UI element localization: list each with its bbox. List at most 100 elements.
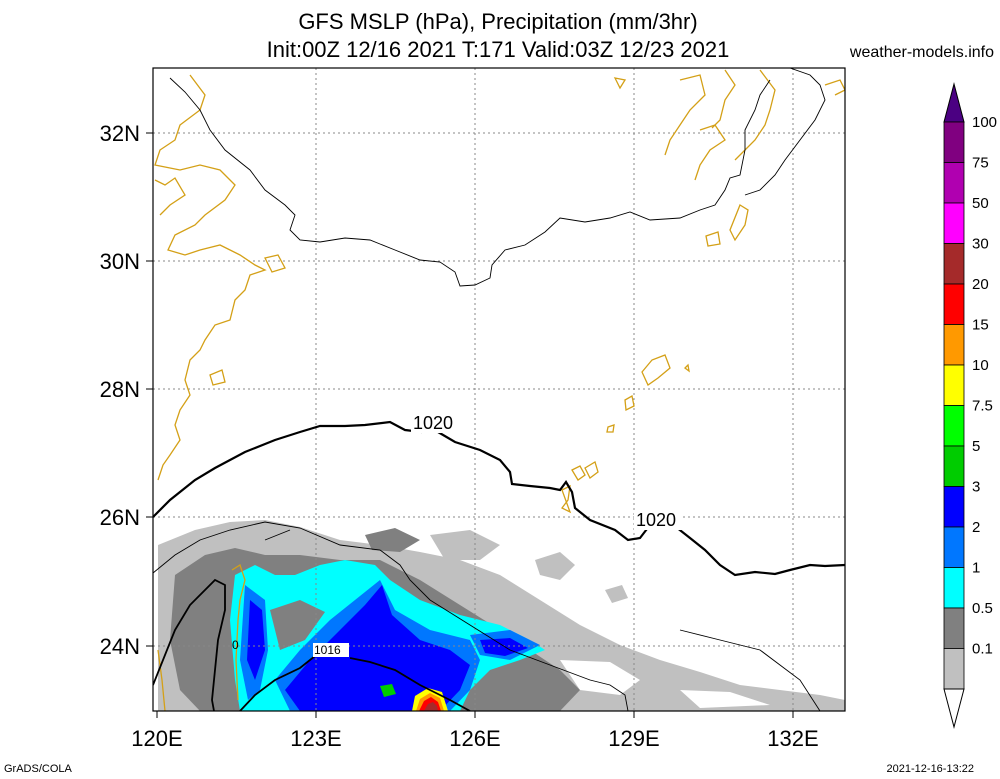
lat-lon-grid xyxy=(153,68,845,711)
colorbar-label: 50 xyxy=(972,195,989,212)
colorbar-label: 0.5 xyxy=(972,600,993,617)
colorbar-swatch xyxy=(943,607,965,649)
coastline xyxy=(729,204,749,242)
coastline xyxy=(561,484,572,514)
colorbar-swatch xyxy=(943,526,965,568)
colorbar-label: 2 xyxy=(972,519,980,536)
colorbar-swatch xyxy=(943,445,965,487)
colorbar-label: 3 xyxy=(972,479,980,496)
isobars xyxy=(153,68,845,711)
footer-software: GrADS/COLA xyxy=(4,763,72,775)
precip-shade-3 xyxy=(247,600,265,680)
precip-shade-0.5 xyxy=(270,600,325,650)
precip-shade-0.5 xyxy=(365,528,420,552)
colorbar-swatch xyxy=(943,283,965,325)
colorbar-label: 30 xyxy=(972,236,989,253)
precip-shade-3 xyxy=(285,585,470,711)
lon-label: 126E xyxy=(449,726,500,751)
lat-label: 32N xyxy=(100,121,140,146)
colorbar: 100 75 50 30 20 15 10 7.5 5 3 2 1 0.5 0.1 xyxy=(943,82,997,729)
isobar-label: 0 xyxy=(232,638,239,652)
isobar-thin xyxy=(679,629,821,711)
colorbar-top-arrow xyxy=(943,82,965,123)
colorbar-bottom-arrow xyxy=(943,688,965,729)
precip-shade-0.1 xyxy=(430,530,500,560)
colorbar-label: 7.5 xyxy=(972,398,993,415)
isobar-thin xyxy=(264,529,291,541)
isobar-thin xyxy=(169,77,771,287)
isobar-label: 1016 xyxy=(314,643,341,657)
lon-labels: 120E 123E 126E 129E 132E xyxy=(131,726,818,751)
precip-gap xyxy=(560,660,640,695)
colorbar-swatch xyxy=(943,364,965,406)
colorbar-label: 1 xyxy=(972,560,980,577)
isobar-thin xyxy=(153,521,629,711)
precip-shade-0.1 xyxy=(605,585,628,603)
isobar-label: 1020 xyxy=(636,510,676,530)
colorbar-swatch xyxy=(943,324,965,366)
coastline xyxy=(154,74,267,481)
isobar-1016 xyxy=(349,657,471,711)
coastline xyxy=(711,69,736,129)
coastline xyxy=(264,254,286,273)
lon-label: 132E xyxy=(767,726,818,751)
coastline xyxy=(734,69,776,161)
colorbar-label: 75 xyxy=(972,155,989,172)
lat-label: 26N xyxy=(100,505,140,530)
lat-label: 28N xyxy=(100,377,140,402)
colorbar-swatch xyxy=(943,162,965,204)
isobar-1020 xyxy=(675,526,845,577)
colorbar-swatch xyxy=(943,567,965,609)
coastline xyxy=(157,649,166,711)
coastline xyxy=(824,79,845,96)
coastline xyxy=(641,354,671,386)
footer-timestamp: 2021-12-16-13:22 xyxy=(886,763,974,775)
coastline xyxy=(664,74,706,156)
colorbar-swatch xyxy=(943,202,965,244)
colorbar-swatch xyxy=(943,405,965,447)
site-credit: weather-models.info xyxy=(849,44,994,61)
coastline xyxy=(624,394,635,412)
axis-ticks xyxy=(146,132,794,718)
colorbar-swatch xyxy=(943,243,965,285)
colorbar-label: 100 xyxy=(972,114,997,131)
isobar-labels: 1020 1020 1016 0 xyxy=(232,413,682,657)
coastline xyxy=(584,461,599,479)
isobar-thin xyxy=(744,68,826,196)
coastline xyxy=(705,231,721,247)
lat-label: 24N xyxy=(100,634,140,659)
coastline xyxy=(684,363,690,373)
colorbar-label: 5 xyxy=(972,438,980,455)
isobar-1020 xyxy=(153,420,423,518)
isobar-1016 xyxy=(239,655,316,711)
precip-shade-30 xyxy=(424,702,438,711)
map-title: GFS MSLP (hPa), Precipitation (mm/3hr) xyxy=(298,9,698,34)
precip-shade-5 xyxy=(380,684,396,697)
coastline xyxy=(694,124,726,181)
isobar-label: 1020 xyxy=(413,413,453,433)
isobar-1020 xyxy=(437,431,651,542)
precip-shade-3 xyxy=(480,638,528,656)
colorbar-swatch xyxy=(943,648,965,690)
precip-gap xyxy=(680,690,770,708)
precip-layer xyxy=(158,520,845,711)
coastline xyxy=(154,177,186,216)
colorbar-label: 20 xyxy=(972,276,989,293)
colorbar-label: 0.1 xyxy=(972,641,993,658)
colorbar-label: 15 xyxy=(972,317,989,334)
lat-labels: 32N 30N 28N 26N 24N xyxy=(100,121,140,659)
coastline xyxy=(209,369,226,386)
coastline xyxy=(571,465,586,481)
coastline xyxy=(613,77,627,90)
precip-shade-0.1 xyxy=(535,552,575,580)
isobar-1016 xyxy=(153,578,226,711)
lon-label: 120E xyxy=(131,726,182,751)
colorbar-swatch xyxy=(943,121,965,163)
coastlines xyxy=(154,69,845,711)
colorbar-swatch xyxy=(943,486,965,528)
colorbar-label: 10 xyxy=(972,357,989,374)
lat-label: 30N xyxy=(100,249,140,274)
lon-label: 129E xyxy=(608,726,659,751)
lon-label: 123E xyxy=(290,726,341,751)
